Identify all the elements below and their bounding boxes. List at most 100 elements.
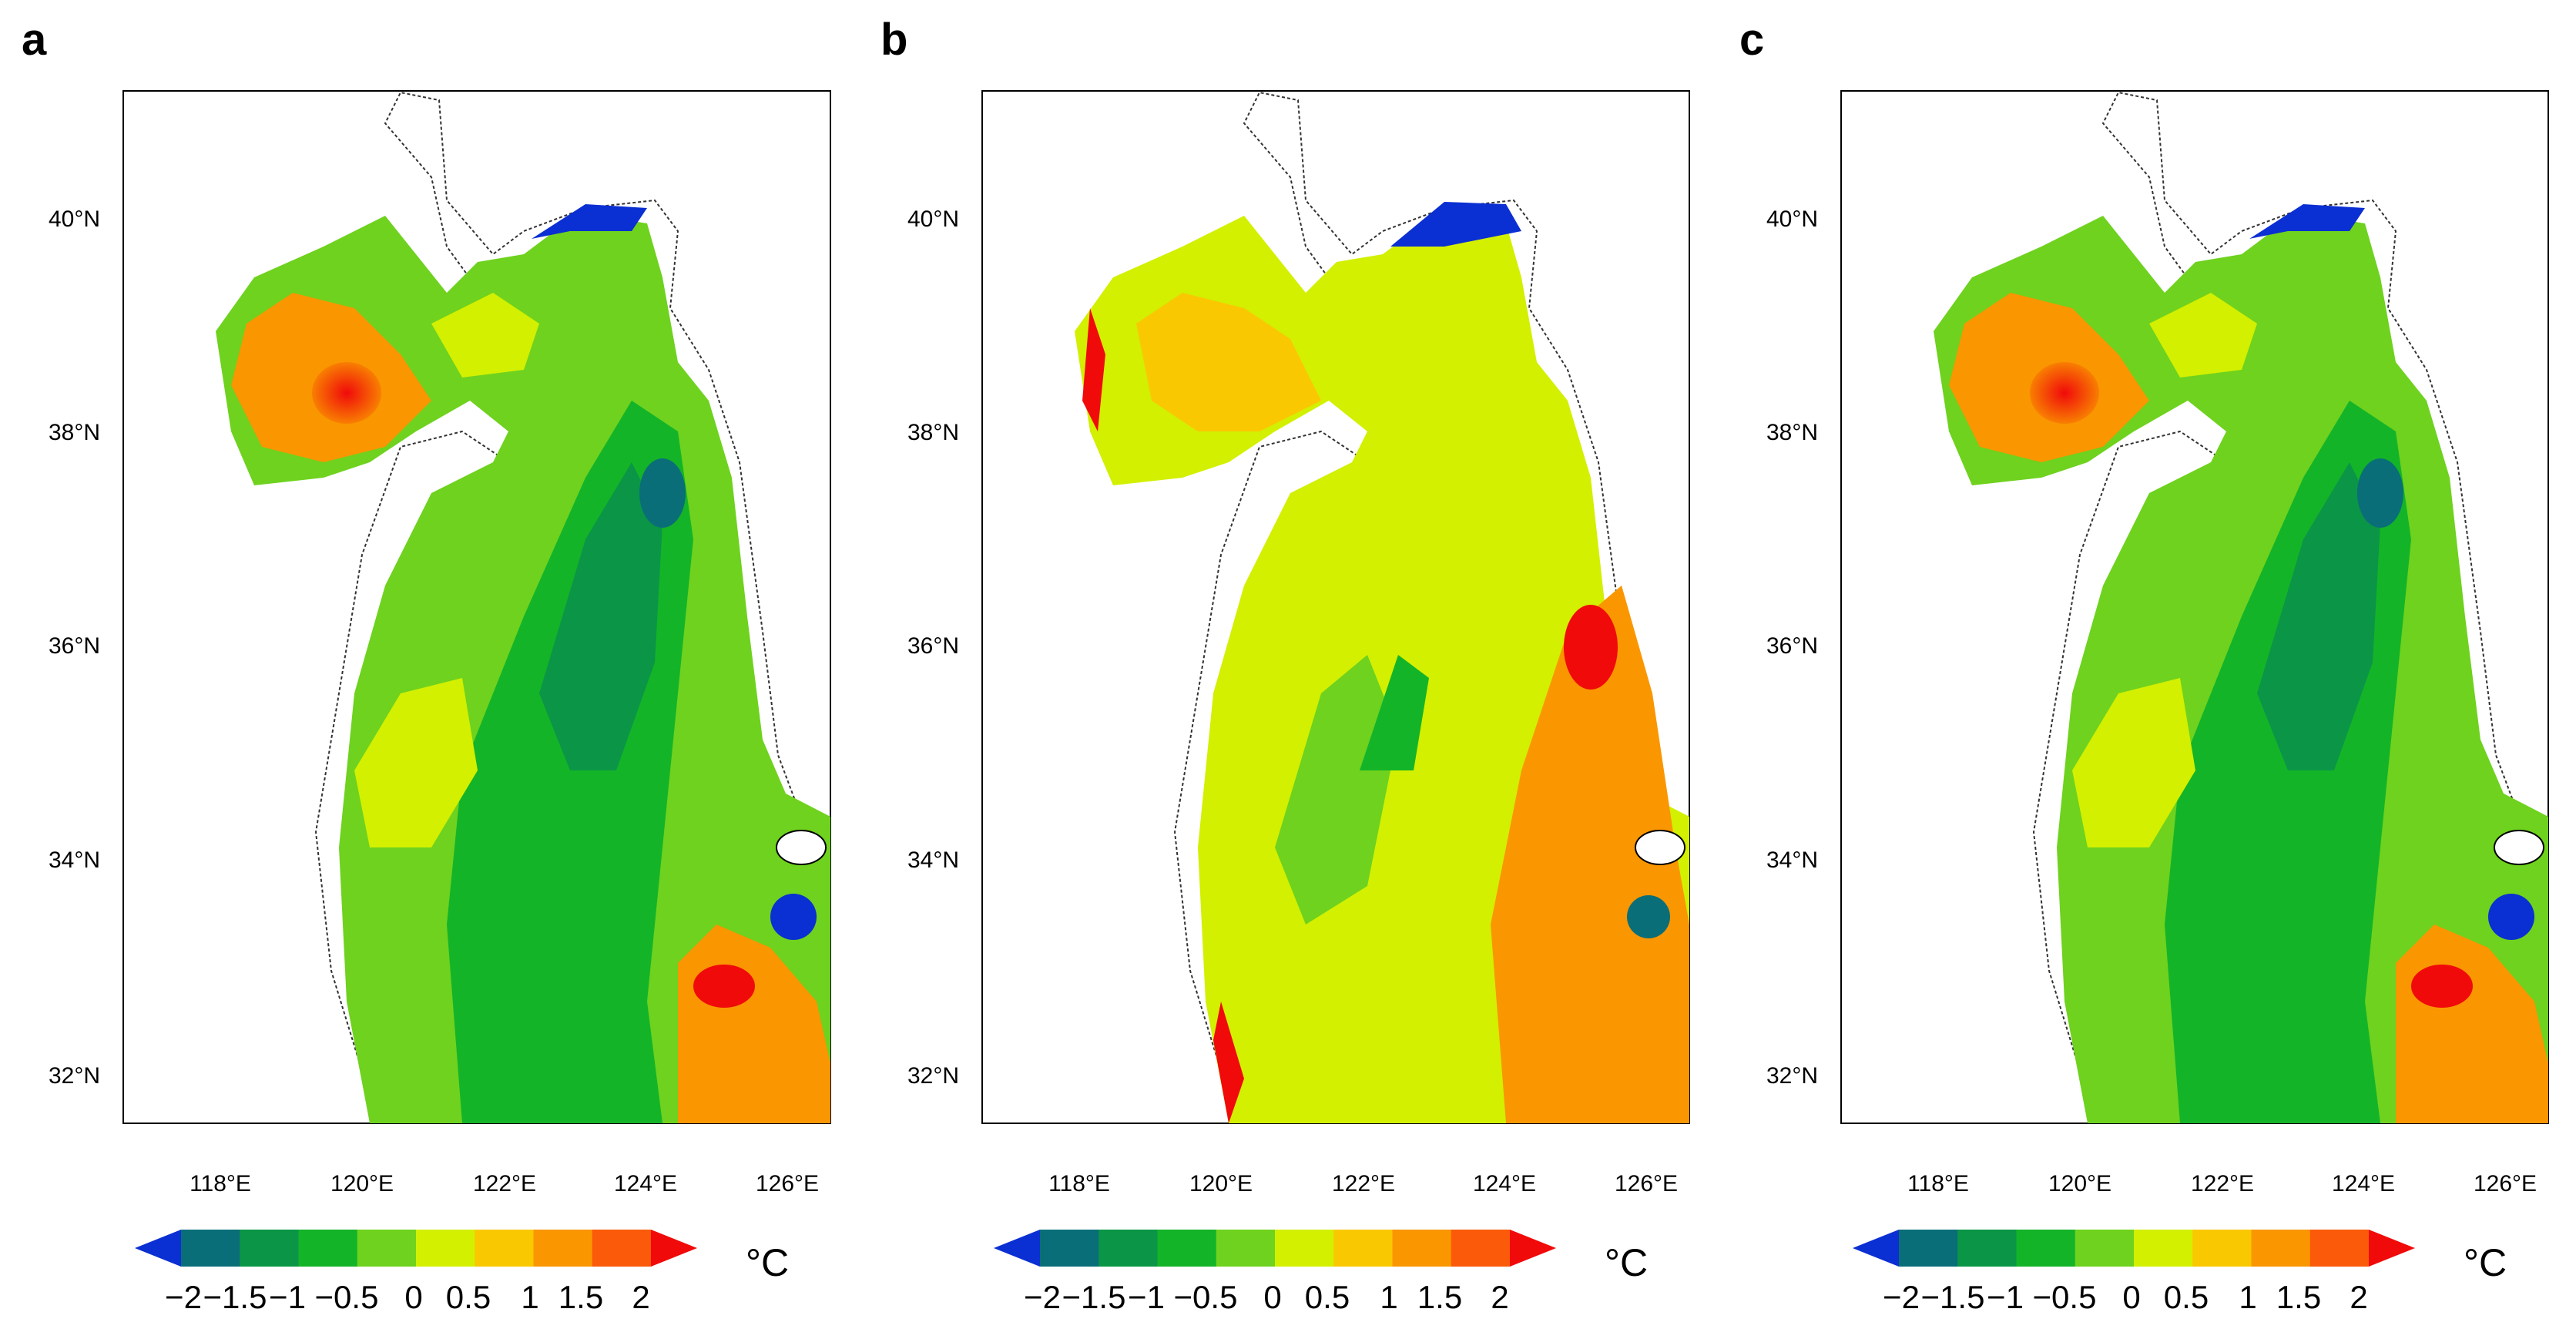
colorbar-tick: −2 bbox=[1024, 1279, 1061, 1315]
colorbar-tick: −2 bbox=[165, 1279, 202, 1315]
colorbar-tick: 2 bbox=[2350, 1279, 2368, 1315]
contour-red bbox=[312, 362, 381, 424]
contour-blue bbox=[770, 894, 817, 940]
lon-label: 118°E bbox=[1048, 1171, 1110, 1196]
colorbar-tick: −1 bbox=[1128, 1279, 1165, 1315]
lat-label: 32°N bbox=[1766, 1063, 1818, 1089]
lat-label: 40°N bbox=[907, 206, 959, 232]
lon-label: 118°E bbox=[190, 1171, 251, 1196]
panel-letter: b bbox=[880, 15, 908, 65]
colorbar-tick: −0.5 bbox=[1173, 1279, 1238, 1315]
lat-label: 34°N bbox=[48, 847, 100, 873]
lon-label: 118°E bbox=[1907, 1171, 1969, 1196]
colorbar-tick: 1.5 bbox=[1417, 1279, 1463, 1315]
coast-red bbox=[1213, 1002, 1244, 1123]
colorbar-tick: 0.5 bbox=[2163, 1279, 2209, 1315]
contour-blue bbox=[1390, 202, 1521, 247]
coast-red bbox=[1082, 308, 1105, 431]
panel-c: c 40°N 38°N 36°N 34°N 32°N 118°E 120°E 1… bbox=[1718, 0, 2550, 1339]
colorbar-tick: 1 bbox=[1380, 1279, 1398, 1315]
colorbar-tick: 0 bbox=[1263, 1279, 1282, 1315]
colorbar-tick: 0.5 bbox=[445, 1279, 491, 1315]
lat-label: 38°N bbox=[907, 420, 959, 445]
lon-label: 122°E bbox=[472, 1171, 537, 1196]
colorbar-tick: 1 bbox=[521, 1279, 539, 1315]
island bbox=[2494, 830, 2544, 865]
contour-yellow bbox=[431, 293, 539, 378]
colorbar-tick: −1.5 bbox=[1062, 1279, 1126, 1315]
lon-label: 120°E bbox=[2048, 1171, 2112, 1196]
lon-label: 122°E bbox=[1331, 1171, 1396, 1196]
lon-label: 120°E bbox=[1189, 1171, 1253, 1196]
colorbar-tick: −0.5 bbox=[314, 1279, 379, 1315]
lat-label: 32°N bbox=[48, 1063, 100, 1089]
contour-teal bbox=[639, 458, 686, 528]
panel-letter: c bbox=[1739, 15, 1765, 65]
contour-blue bbox=[532, 204, 647, 239]
lat-label: 34°N bbox=[907, 847, 959, 873]
colorbar-tick: 0 bbox=[404, 1279, 423, 1315]
colorbar-unit: °C bbox=[1605, 1241, 1649, 1284]
panel-letter: a bbox=[22, 15, 47, 65]
contour-red bbox=[1564, 605, 1618, 690]
colorbar-tick: 1.5 bbox=[2276, 1279, 2322, 1315]
lat-label: 36°N bbox=[1766, 633, 1818, 659]
colorbar-unit: °C bbox=[2464, 1241, 2507, 1284]
colorbar-tick: 1.5 bbox=[558, 1279, 604, 1315]
lat-label: 32°N bbox=[907, 1063, 959, 1089]
coastline bbox=[2032, 91, 2549, 1072]
contour-red bbox=[2411, 965, 2473, 1008]
colorbar-tick: 0.5 bbox=[1304, 1279, 1350, 1315]
contour-yellow bbox=[354, 678, 478, 847]
lon-label: 126°E bbox=[1614, 1171, 1679, 1196]
lon-label: 126°E bbox=[755, 1171, 820, 1196]
coastline bbox=[314, 91, 831, 1072]
contour-teal bbox=[2357, 458, 2403, 528]
lon-label: 124°E bbox=[613, 1171, 678, 1196]
contour-orange bbox=[1491, 586, 1689, 1123]
lon-label: 122°E bbox=[2190, 1171, 2255, 1196]
map-panel-c bbox=[1840, 90, 2549, 1124]
island bbox=[776, 830, 827, 865]
coastline bbox=[1173, 91, 1690, 1072]
contour-darkgreen bbox=[539, 462, 662, 770]
lat-label: 36°N bbox=[48, 633, 100, 659]
colorbar-tick: 2 bbox=[632, 1279, 650, 1315]
colorbar-tick: −2 bbox=[1883, 1279, 1920, 1315]
map-panel-a bbox=[122, 90, 831, 1124]
colorbar-unit: °C bbox=[746, 1241, 790, 1284]
map-panel-b bbox=[981, 90, 1690, 1124]
lat-label: 36°N bbox=[907, 633, 959, 659]
colorbar-tick: −1 bbox=[269, 1279, 306, 1315]
lat-label: 38°N bbox=[1766, 420, 1818, 445]
contour-darkgreen bbox=[2257, 462, 2380, 770]
colorbar-tick: −1.5 bbox=[203, 1279, 267, 1315]
contour-blue bbox=[2488, 894, 2534, 940]
colorbar-tick: −1.5 bbox=[1920, 1279, 1985, 1315]
panel-b: b 40°N 38°N 36°N 34°N 32°N 118°E 120°E 1… bbox=[859, 0, 1691, 1339]
contour-teal bbox=[1627, 895, 1670, 938]
lat-label: 40°N bbox=[1766, 206, 1818, 232]
colorbar-tick: 0 bbox=[2122, 1279, 2141, 1315]
contour-green bbox=[1360, 655, 1429, 770]
lat-label: 40°N bbox=[48, 206, 100, 232]
contour-blue bbox=[2249, 204, 2365, 239]
lon-label: 124°E bbox=[1472, 1171, 1537, 1196]
lon-label: 124°E bbox=[2331, 1171, 2396, 1196]
colorbar-tick: 1 bbox=[2239, 1279, 2257, 1315]
lon-label: 126°E bbox=[2473, 1171, 2537, 1196]
contour-lightgreen bbox=[1275, 655, 1398, 925]
colorbar-tick: −1 bbox=[1987, 1279, 2024, 1315]
lat-label: 38°N bbox=[48, 420, 100, 445]
panel-a: a 40°N 38°N 36°N 34°N bbox=[0, 0, 832, 1339]
contour-yellow bbox=[2149, 293, 2257, 378]
contour-red bbox=[693, 965, 755, 1008]
colorbar-tick: −0.5 bbox=[2032, 1279, 2097, 1315]
contour-red bbox=[2030, 362, 2099, 424]
lat-label: 34°N bbox=[1766, 847, 1818, 873]
island bbox=[1635, 830, 1685, 865]
colorbar-tick: 2 bbox=[1491, 1279, 1509, 1315]
contour-yellow bbox=[2072, 678, 2195, 847]
lon-label: 120°E bbox=[330, 1171, 394, 1196]
contour-gold bbox=[1136, 293, 1321, 431]
